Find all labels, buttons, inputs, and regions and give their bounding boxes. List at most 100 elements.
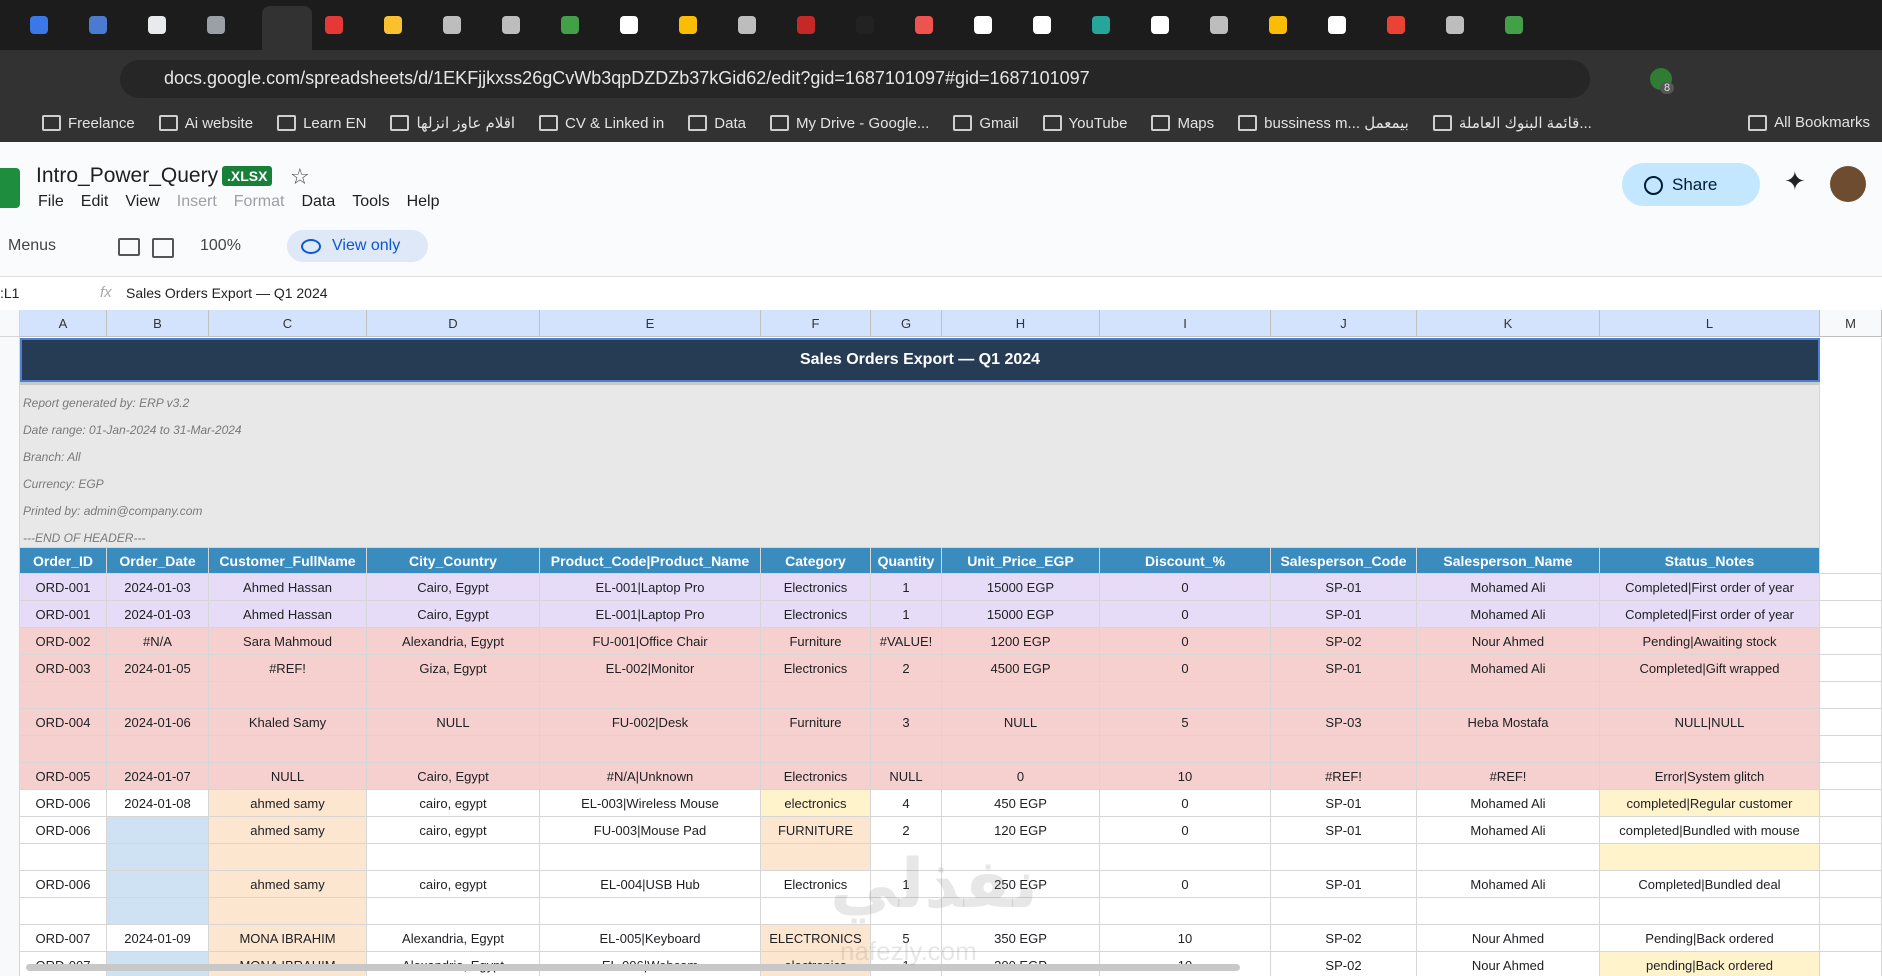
cell[interactable]: 1 [871, 574, 942, 601]
view-only-pill[interactable]: View only [287, 230, 428, 262]
cell[interactable]: Furniture [761, 709, 871, 736]
cell[interactable] [942, 844, 1100, 871]
cell[interactable]: #VALUE! [871, 628, 942, 655]
bookmark[interactable]: Learn EN [277, 114, 366, 132]
cell[interactable] [107, 898, 209, 925]
cell[interactable]: ORD-006 [20, 817, 107, 844]
cell[interactable] [871, 682, 942, 709]
cell[interactable]: Mohamed Ali [1417, 655, 1600, 682]
search-menus[interactable]: Menus [8, 237, 57, 254]
cell[interactable]: Furniture [761, 628, 871, 655]
cell[interactable] [107, 682, 209, 709]
cell[interactable]: FU-003|Mouse Pad [540, 817, 761, 844]
cell[interactable] [1100, 898, 1271, 925]
cell[interactable]: 4500 EGP [942, 655, 1100, 682]
cell[interactable]: 0 [942, 763, 1100, 790]
cell[interactable]: 5 [871, 925, 942, 952]
cell[interactable] [107, 736, 209, 763]
cell[interactable] [209, 736, 367, 763]
cell[interactable] [540, 682, 761, 709]
cell[interactable]: ORD-001 [20, 574, 107, 601]
cell[interactable]: 2024-01-07 [107, 763, 209, 790]
cell[interactable]: 0 [1100, 817, 1271, 844]
tab-icon[interactable] [148, 16, 166, 34]
cell[interactable]: 0 [1100, 628, 1271, 655]
cell[interactable] [1100, 736, 1271, 763]
tab-icon[interactable] [207, 16, 225, 34]
bookmark[interactable]: YouTube [1043, 114, 1128, 132]
cell[interactable] [1600, 898, 1820, 925]
cell[interactable]: Cairo, Egypt [367, 574, 540, 601]
bookmark[interactable]: قائمة البنوك العاملة... [1433, 114, 1592, 132]
cell[interactable] [1271, 844, 1417, 871]
tab-icon[interactable] [1151, 16, 1169, 34]
tab-icon[interactable] [1033, 16, 1051, 34]
cell[interactable] [761, 844, 871, 871]
cell[interactable] [1100, 844, 1271, 871]
star-icon[interactable]: ☆ [290, 164, 310, 189]
cell[interactable]: SP-02 [1271, 925, 1417, 952]
cell[interactable]: ORD-006 [20, 871, 107, 898]
cell[interactable]: ORD-003 [20, 655, 107, 682]
cell[interactable]: 1 [871, 601, 942, 628]
cell[interactable] [761, 682, 871, 709]
cell[interactable]: SP-01 [1271, 790, 1417, 817]
cell[interactable] [20, 898, 107, 925]
formula-content[interactable]: Sales Orders Export — Q1 2024 [126, 285, 328, 301]
cell[interactable] [1417, 898, 1600, 925]
print-icon[interactable] [118, 238, 140, 256]
tab-icon[interactable] [679, 16, 697, 34]
menu-item[interactable]: Format [233, 193, 285, 210]
cell[interactable] [871, 736, 942, 763]
cell[interactable]: completed|Bundled with mouse [1600, 817, 1820, 844]
cell[interactable]: ORD-001 [20, 601, 107, 628]
bookmark[interactable]: bussiness m... بيمعمل [1238, 114, 1409, 132]
tab-icon[interactable] [1387, 16, 1405, 34]
cell[interactable]: Mohamed Ali [1417, 574, 1600, 601]
bookmark[interactable]: Data [688, 114, 746, 132]
cell[interactable] [107, 871, 209, 898]
cell[interactable]: ORD-005 [20, 763, 107, 790]
cell[interactable]: ahmed samy [209, 871, 367, 898]
cell[interactable]: Mohamed Ali [1417, 871, 1600, 898]
cell[interactable]: ELECTRONICS [761, 925, 871, 952]
cell[interactable] [1100, 682, 1271, 709]
cell[interactable]: 15000 EGP [942, 574, 1100, 601]
menu-item[interactable]: View [125, 193, 160, 210]
cell[interactable]: SP-03 [1271, 709, 1417, 736]
cell[interactable]: Nour Ahmed [1417, 952, 1600, 976]
bookmark[interactable]: Ai website [159, 114, 253, 132]
cell[interactable]: Electronics [761, 763, 871, 790]
tab-icon[interactable] [30, 16, 48, 34]
cell[interactable]: EL-004|USB Hub [540, 871, 761, 898]
cell[interactable]: #N/A|Unknown [540, 763, 761, 790]
cell[interactable]: completed|Regular customer [1600, 790, 1820, 817]
cell[interactable] [20, 682, 107, 709]
cell[interactable]: electronics [761, 790, 871, 817]
cell[interactable]: pending|Back ordered [1600, 952, 1820, 976]
cell[interactable]: SP-01 [1271, 871, 1417, 898]
cell[interactable] [1600, 844, 1820, 871]
cell[interactable]: cairo, egypt [367, 871, 540, 898]
cell[interactable] [209, 898, 367, 925]
cell[interactable]: Error|System glitch [1600, 763, 1820, 790]
active-tab[interactable] [262, 6, 312, 50]
cell[interactable] [871, 844, 942, 871]
cell[interactable]: Mohamed Ali [1417, 601, 1600, 628]
cell[interactable]: SP-01 [1271, 655, 1417, 682]
cell[interactable]: 120 EGP [942, 817, 1100, 844]
tab-icon[interactable] [1210, 16, 1228, 34]
cell[interactable] [540, 844, 761, 871]
cell[interactable]: ORD-006 [20, 790, 107, 817]
cell[interactable]: #REF! [209, 655, 367, 682]
cell[interactable]: ORD-007 [20, 925, 107, 952]
cell[interactable] [20, 844, 107, 871]
cell[interactable] [107, 817, 209, 844]
cell[interactable]: 1200 EGP [942, 628, 1100, 655]
tab-icon[interactable] [89, 16, 107, 34]
bookmark[interactable]: CV & Linked in [539, 114, 664, 132]
cell[interactable]: 2 [871, 655, 942, 682]
cell[interactable]: Mohamed Ali [1417, 790, 1600, 817]
cell[interactable]: 15000 EGP [942, 601, 1100, 628]
tab-icon[interactable] [974, 16, 992, 34]
